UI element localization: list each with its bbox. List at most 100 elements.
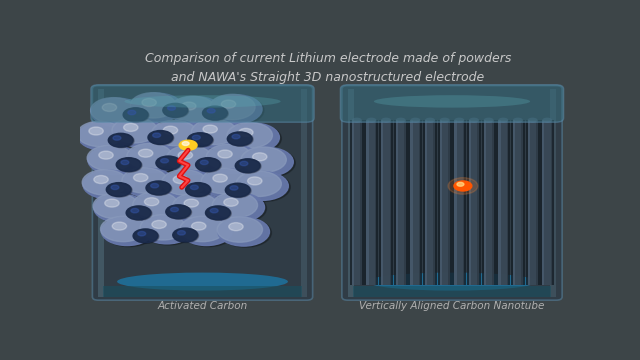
Circle shape	[133, 229, 158, 243]
Circle shape	[204, 170, 255, 199]
Circle shape	[180, 216, 225, 242]
Bar	[484, 120, 486, 285]
Circle shape	[205, 206, 230, 220]
Circle shape	[457, 183, 464, 186]
Circle shape	[108, 133, 133, 147]
Ellipse shape	[124, 95, 280, 108]
Ellipse shape	[484, 118, 493, 123]
Circle shape	[116, 158, 141, 172]
Circle shape	[113, 118, 164, 147]
Ellipse shape	[499, 118, 508, 123]
Bar	[550, 120, 552, 285]
Circle shape	[196, 158, 220, 172]
Circle shape	[136, 193, 187, 222]
Circle shape	[227, 123, 273, 148]
Circle shape	[78, 122, 129, 150]
Circle shape	[239, 129, 253, 136]
Circle shape	[94, 175, 108, 184]
Circle shape	[93, 193, 138, 219]
Circle shape	[244, 149, 295, 177]
Circle shape	[134, 174, 148, 182]
Circle shape	[218, 150, 232, 158]
Circle shape	[112, 118, 157, 143]
Text: Activated Carbon: Activated Carbon	[157, 301, 248, 311]
Circle shape	[240, 161, 248, 166]
Ellipse shape	[440, 118, 450, 123]
Circle shape	[91, 98, 136, 123]
Circle shape	[163, 126, 178, 134]
Circle shape	[131, 208, 139, 213]
Bar	[352, 120, 362, 285]
Circle shape	[242, 148, 293, 176]
Circle shape	[134, 192, 185, 221]
Circle shape	[189, 133, 213, 147]
Ellipse shape	[513, 118, 523, 123]
Circle shape	[145, 198, 159, 206]
Circle shape	[171, 97, 222, 126]
Bar	[525, 120, 540, 285]
Ellipse shape	[367, 118, 376, 123]
Circle shape	[157, 157, 182, 170]
Circle shape	[191, 222, 206, 230]
Ellipse shape	[425, 118, 435, 123]
Circle shape	[228, 132, 253, 146]
Circle shape	[168, 106, 175, 110]
Circle shape	[99, 151, 113, 159]
Bar	[390, 120, 391, 285]
Circle shape	[202, 169, 253, 198]
Circle shape	[143, 216, 195, 245]
Bar	[353, 286, 551, 297]
Circle shape	[109, 134, 134, 148]
Circle shape	[153, 133, 161, 138]
Circle shape	[194, 121, 246, 150]
Circle shape	[173, 229, 198, 243]
Circle shape	[89, 127, 103, 135]
Circle shape	[173, 175, 188, 184]
Circle shape	[100, 216, 146, 242]
Bar	[467, 120, 481, 285]
FancyBboxPatch shape	[342, 86, 562, 300]
Circle shape	[152, 120, 197, 146]
Circle shape	[113, 136, 121, 140]
Circle shape	[217, 217, 262, 242]
Bar	[99, 89, 104, 297]
Circle shape	[152, 121, 204, 150]
Circle shape	[206, 144, 252, 170]
Ellipse shape	[454, 118, 464, 123]
Circle shape	[248, 177, 262, 185]
Circle shape	[121, 160, 129, 165]
Circle shape	[156, 156, 180, 170]
Circle shape	[227, 184, 251, 198]
Bar	[522, 120, 523, 285]
Bar	[527, 120, 538, 285]
Circle shape	[201, 168, 246, 194]
Bar	[540, 120, 554, 285]
Bar	[396, 120, 406, 285]
Circle shape	[87, 145, 132, 171]
Circle shape	[210, 208, 218, 213]
Circle shape	[124, 123, 138, 131]
Circle shape	[131, 93, 182, 122]
Circle shape	[175, 195, 227, 224]
Circle shape	[134, 229, 159, 243]
Circle shape	[127, 143, 172, 169]
Circle shape	[253, 153, 267, 161]
Circle shape	[225, 183, 250, 197]
Circle shape	[80, 123, 132, 152]
Bar	[499, 120, 508, 285]
Circle shape	[203, 125, 218, 133]
Bar	[440, 120, 442, 285]
Bar	[404, 120, 406, 285]
Circle shape	[207, 109, 215, 113]
Bar	[513, 120, 523, 285]
Circle shape	[202, 106, 227, 120]
Circle shape	[103, 218, 155, 247]
Circle shape	[164, 104, 189, 118]
Circle shape	[207, 145, 259, 174]
Bar	[375, 120, 376, 285]
Ellipse shape	[542, 118, 552, 123]
Ellipse shape	[367, 273, 538, 291]
Bar	[360, 120, 362, 285]
Circle shape	[166, 145, 212, 171]
Bar	[499, 120, 500, 285]
